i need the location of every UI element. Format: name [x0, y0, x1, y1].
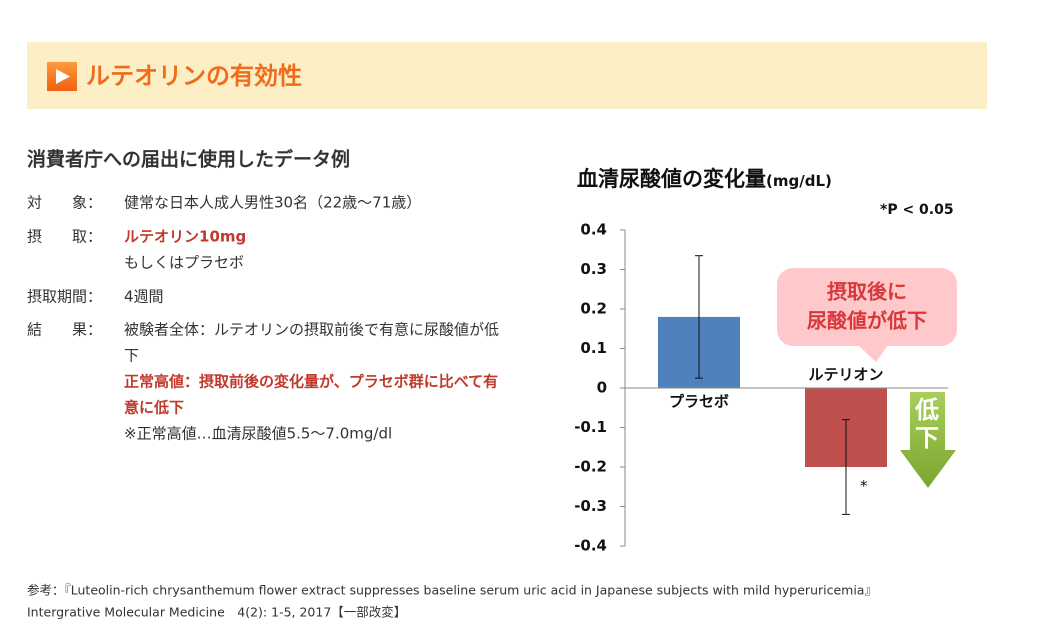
row-value: 健常な日本人成人男性30名（22歳～71歳）	[124, 194, 421, 212]
down-arrow	[900, 392, 956, 488]
chart-title: 血清尿酸値の変化量(mg/dL)	[577, 167, 832, 191]
row-value: 4週間	[124, 288, 164, 306]
y-tick-label: -0.3	[574, 497, 607, 515]
row-value: 被験者全体：ルテオリンの摂取前後で有意に尿酸値が低	[124, 321, 499, 339]
section-title: 消費者庁への届出に使用したデータ例	[27, 148, 350, 171]
y-tick-label: -0.2	[574, 458, 607, 476]
reference-line: Intergrative Molecular Medicine 4(2): 1-…	[27, 605, 406, 620]
arrow-text: 下	[915, 424, 939, 452]
footer: 参考：『Luteolin-rich chrysanthemum flower e…	[27, 583, 877, 620]
callout-text: 摂取後に	[827, 280, 907, 304]
header-title: ルテオリンの有効性	[86, 62, 302, 90]
callout-tail	[858, 345, 888, 362]
header-icon-arrow	[56, 69, 70, 84]
row-value: 意に低下	[124, 399, 184, 417]
chart: 0.4 0.3 0.2 0.1 0 -0.1 -0.2 -0.3 -0.4 プラセボ ルテリオン *	[574, 221, 948, 555]
y-tick-label: 0	[597, 379, 607, 397]
row-value: もしくはプラセボ	[124, 254, 244, 272]
chart-unit: (mg/dL)	[766, 172, 832, 190]
row-label: 対 象：	[27, 194, 102, 212]
significance-mark: *	[860, 477, 868, 495]
category-label: プラセボ	[669, 393, 729, 411]
row-label: 摂取期間：	[27, 288, 102, 306]
callout-text: 尿酸値が低下	[807, 309, 927, 333]
y-tick-label: 0.2	[580, 300, 607, 318]
row-value: ルテオリン10mg	[124, 228, 246, 246]
reference-line: 参考：『Luteolin-rich chrysanthemum flower e…	[27, 583, 877, 598]
header-band	[27, 42, 987, 109]
arrow-text: 低	[914, 396, 939, 424]
y-tick-label: -0.4	[574, 537, 607, 555]
rows: 対 象： 健常な日本人成人男性30名（22歳～71歳） 摂 取： ルテオリン10mg も…	[27, 194, 499, 443]
row-label: 摂 取：	[27, 228, 102, 246]
row-value: ※正常高値…血清尿酸値5.5～7.0mg/dl	[124, 425, 392, 443]
row-label: 結 果：	[27, 321, 102, 339]
y-tick-label: -0.1	[574, 418, 607, 436]
y-tick-label: 0.3	[580, 260, 607, 278]
y-tick-label: 0.4	[580, 221, 607, 239]
chart-title-main: 血清尿酸値の変化量	[577, 167, 766, 191]
row-value: 正常高値：摂取前後の変化量が、プラセボ群に比べて有	[124, 373, 498, 391]
y-tick-label: 0.1	[580, 339, 607, 357]
row-value: 下	[124, 347, 139, 365]
callout-box	[777, 268, 957, 346]
category-label: ルテリオン	[808, 366, 883, 384]
significance-note: *P < 0.05	[880, 202, 954, 218]
